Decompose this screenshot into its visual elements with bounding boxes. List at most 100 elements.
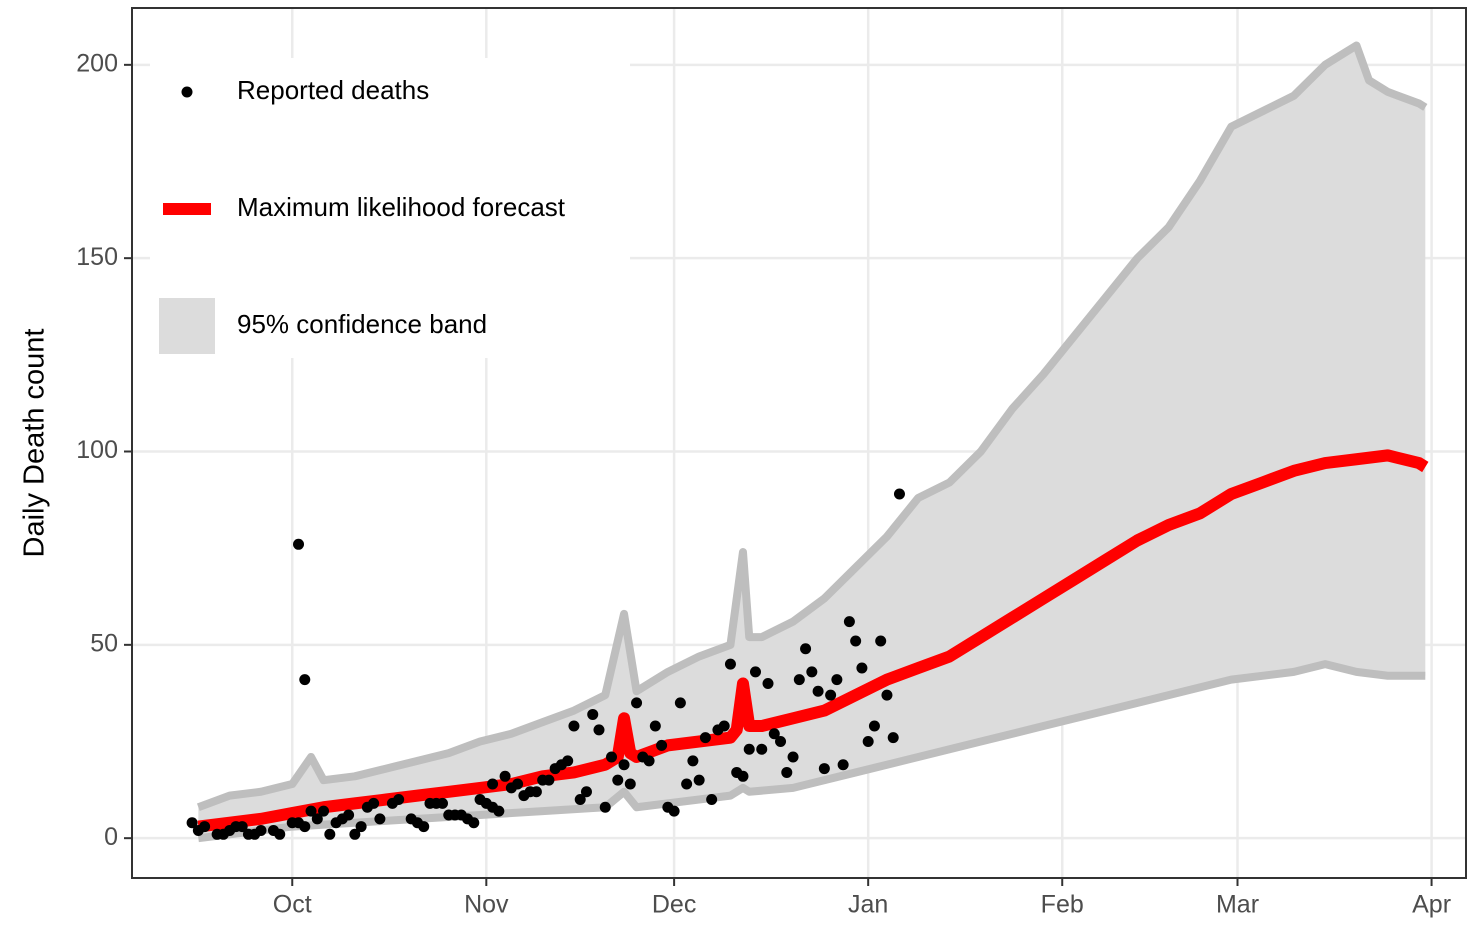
data-point [368, 797, 380, 809]
data-point [887, 732, 899, 744]
data-point [293, 538, 305, 550]
data-point [493, 805, 505, 817]
data-point [606, 751, 618, 763]
data-point [687, 755, 699, 767]
data-point [618, 759, 630, 771]
data-point [793, 674, 805, 686]
data-point [186, 817, 198, 829]
data-point [530, 786, 542, 798]
data-point [693, 774, 705, 786]
data-point [837, 759, 849, 771]
data-point [875, 635, 887, 647]
y-axis-title: Daily Death count [19, 329, 51, 558]
data-point [681, 778, 693, 790]
data-point [649, 720, 661, 732]
data-point [843, 616, 855, 628]
legend-label: Maximum likelihood forecast [237, 192, 566, 222]
confidence-band [198, 45, 1426, 839]
data-point [787, 751, 799, 763]
data-point [305, 805, 317, 817]
data-point [881, 689, 893, 701]
legend-key [181, 86, 193, 98]
data-point [418, 821, 430, 833]
data-point [775, 736, 787, 748]
x-tick-label: Mar [1216, 891, 1259, 919]
data-point [699, 732, 711, 744]
data-point [436, 797, 448, 809]
data-point [893, 488, 905, 500]
x-tick-label: Nov [464, 891, 509, 919]
legend-label: Reported deaths [237, 75, 429, 105]
data-point [587, 708, 599, 720]
data-point [199, 821, 211, 833]
data-point [624, 778, 636, 790]
y-tick-label: 200 [76, 49, 118, 77]
data-point [800, 643, 812, 655]
x-tick-label: Apr [1412, 891, 1451, 919]
data-point [274, 828, 286, 840]
data-point [806, 666, 818, 678]
data-point [543, 774, 555, 786]
data-point [674, 697, 686, 709]
data-point [568, 720, 580, 732]
x-tick-label: Jan [848, 891, 888, 919]
legend-box [150, 58, 630, 358]
data-point [706, 794, 718, 806]
data-point [255, 824, 267, 836]
legend-key [159, 298, 215, 354]
data-point [850, 635, 862, 647]
data-point [724, 658, 736, 670]
data-point [812, 685, 824, 697]
data-point [862, 736, 874, 748]
data-point [374, 813, 386, 825]
forecast-line [197, 449, 1429, 833]
x-tick-label: Feb [1041, 891, 1084, 919]
data-point [768, 728, 780, 740]
data-point [756, 743, 768, 755]
data-point [643, 755, 655, 767]
legend-label: 95% confidence band [237, 309, 487, 339]
data-point [781, 766, 793, 778]
data-point [825, 689, 837, 701]
data-point [737, 770, 749, 782]
band-lower [197, 660, 1426, 843]
data-point [512, 778, 524, 790]
data-point [393, 794, 405, 806]
data-point [580, 786, 592, 798]
x-tick-label: Dec [652, 891, 696, 919]
y-tick-label: 50 [90, 629, 118, 657]
panel-border [131, 7, 1467, 879]
data-point [612, 774, 624, 786]
data-point [818, 763, 830, 775]
data-point [718, 720, 730, 732]
y-tick-label: 150 [76, 243, 118, 271]
data-point [762, 678, 774, 690]
data-point [868, 720, 880, 732]
data-point [343, 809, 355, 821]
data-point [856, 662, 868, 674]
data-point [562, 755, 574, 767]
data-point [593, 724, 605, 736]
data-point [311, 813, 323, 825]
data-point [299, 674, 311, 686]
data-point [349, 828, 361, 840]
data-point [743, 743, 755, 755]
y-tick-label: 0 [104, 823, 118, 851]
data-point [299, 821, 311, 833]
data-point [468, 817, 480, 829]
band-upper [196, 41, 1428, 811]
data-point [236, 821, 248, 833]
data-point [631, 697, 643, 709]
data-point [487, 778, 499, 790]
data-point [749, 666, 761, 678]
x-tick-label: Oct [273, 891, 312, 919]
data-point [355, 821, 367, 833]
data-point [324, 828, 336, 840]
data-point [656, 739, 668, 751]
data-point [318, 805, 330, 817]
data-point [499, 770, 511, 782]
data-point [574, 794, 586, 806]
y-tick-label: 100 [76, 436, 118, 464]
